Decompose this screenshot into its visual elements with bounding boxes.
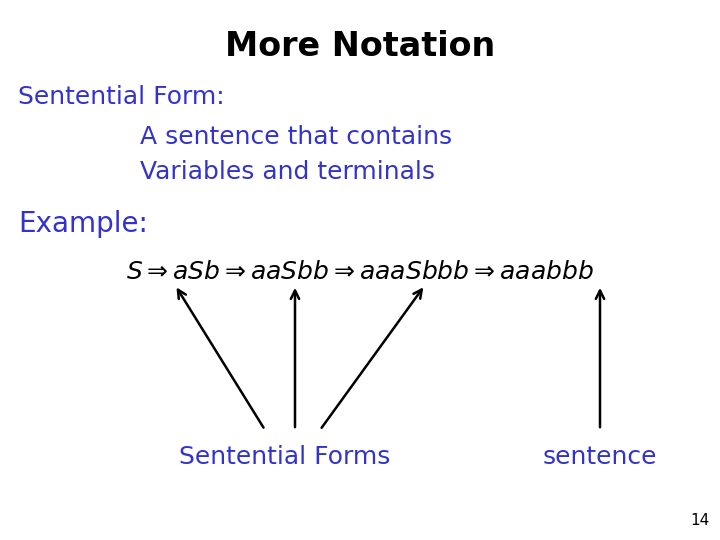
Text: $S \Rightarrow aSb \Rightarrow aaSbb \Rightarrow aaaSbbb \Rightarrow aaabbb$: $S \Rightarrow aSb \Rightarrow aaSbb \Ri… [126,260,594,284]
Text: sentence: sentence [543,445,657,469]
Text: Variables and terminals: Variables and terminals [140,160,435,184]
Text: Sentential Form:: Sentential Form: [18,85,225,109]
Text: Example:: Example: [18,210,148,238]
Text: 14: 14 [690,513,710,528]
Text: Sentential Forms: Sentential Forms [179,445,391,469]
Text: More Notation: More Notation [225,30,495,63]
Text: A sentence that contains: A sentence that contains [140,125,452,149]
